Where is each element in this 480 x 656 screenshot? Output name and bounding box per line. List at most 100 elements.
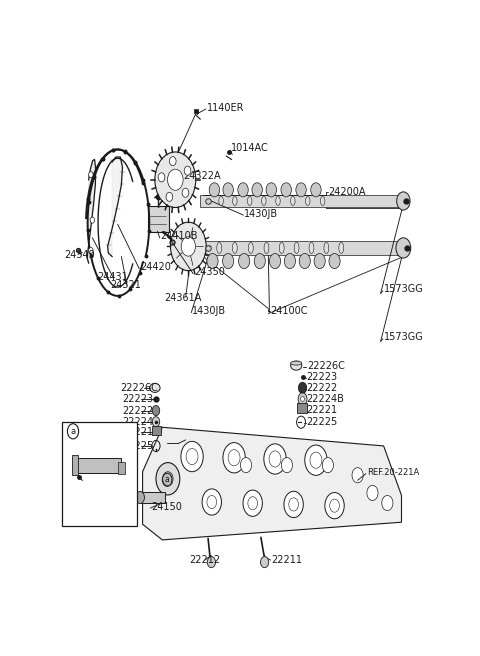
Ellipse shape — [223, 183, 233, 197]
Text: 22224B: 22224B — [306, 394, 344, 404]
Circle shape — [89, 172, 93, 178]
Ellipse shape — [294, 242, 299, 253]
Text: a: a — [71, 427, 75, 436]
Circle shape — [181, 441, 203, 472]
Circle shape — [184, 166, 191, 175]
Circle shape — [202, 489, 221, 515]
Ellipse shape — [329, 253, 340, 269]
Circle shape — [169, 157, 176, 166]
Ellipse shape — [232, 242, 237, 253]
Text: 24321: 24321 — [110, 280, 141, 291]
Text: 24361A: 24361A — [164, 293, 202, 304]
Circle shape — [182, 188, 189, 197]
Ellipse shape — [249, 242, 253, 253]
Ellipse shape — [321, 196, 325, 205]
Circle shape — [240, 458, 252, 473]
Ellipse shape — [264, 242, 269, 253]
Text: 22222: 22222 — [122, 405, 154, 416]
Text: 24349: 24349 — [64, 249, 95, 260]
Text: REF.20-221A: REF.20-221A — [367, 468, 419, 477]
Circle shape — [181, 237, 195, 256]
Circle shape — [325, 493, 344, 519]
Bar — [152, 426, 161, 436]
Ellipse shape — [252, 183, 263, 197]
Circle shape — [281, 458, 292, 473]
Text: 22221: 22221 — [306, 405, 337, 415]
Ellipse shape — [269, 253, 281, 269]
Circle shape — [284, 491, 303, 518]
Ellipse shape — [254, 253, 265, 269]
Text: 24350: 24350 — [194, 267, 225, 277]
Circle shape — [155, 152, 196, 207]
Text: 22221: 22221 — [122, 427, 154, 438]
Ellipse shape — [207, 253, 218, 269]
Ellipse shape — [233, 196, 237, 205]
Ellipse shape — [305, 196, 310, 205]
Ellipse shape — [324, 242, 329, 253]
Bar — [297, 403, 307, 413]
FancyBboxPatch shape — [62, 422, 137, 525]
Ellipse shape — [311, 183, 321, 197]
Circle shape — [163, 472, 173, 486]
Circle shape — [322, 458, 334, 473]
Text: 1140EJ: 1140EJ — [78, 497, 111, 507]
Text: 22222: 22222 — [306, 383, 337, 393]
Circle shape — [243, 490, 263, 516]
Ellipse shape — [239, 253, 250, 269]
Circle shape — [156, 462, 180, 495]
Circle shape — [89, 247, 93, 253]
Ellipse shape — [238, 183, 248, 197]
Circle shape — [166, 192, 173, 201]
Ellipse shape — [314, 253, 325, 269]
Text: a: a — [165, 476, 169, 484]
Ellipse shape — [291, 361, 302, 370]
Circle shape — [135, 491, 144, 504]
Text: 24431: 24431 — [97, 272, 128, 281]
Ellipse shape — [309, 242, 314, 253]
Ellipse shape — [276, 196, 280, 205]
Text: 22226C: 22226C — [307, 361, 345, 371]
Text: 24150: 24150 — [151, 502, 182, 512]
Text: 24420: 24420 — [140, 262, 171, 272]
Text: 1140ER: 1140ER — [207, 103, 244, 113]
Polygon shape — [87, 159, 96, 263]
Bar — [118, 462, 125, 474]
Circle shape — [170, 222, 206, 271]
Circle shape — [298, 393, 307, 405]
Text: 24200A: 24200A — [328, 188, 365, 197]
Circle shape — [305, 445, 327, 476]
Ellipse shape — [217, 242, 222, 253]
Ellipse shape — [262, 196, 266, 205]
Text: 1430JB: 1430JB — [192, 306, 226, 316]
Bar — [200, 241, 400, 255]
Ellipse shape — [223, 253, 234, 269]
Text: 1014AC: 1014AC — [231, 144, 269, 154]
Text: 1573GG: 1573GG — [384, 284, 423, 295]
Circle shape — [396, 238, 411, 258]
Polygon shape — [108, 157, 122, 256]
Text: 22223: 22223 — [306, 372, 337, 382]
Ellipse shape — [219, 196, 223, 205]
Text: 24100C: 24100C — [270, 306, 308, 316]
Circle shape — [90, 217, 95, 223]
Ellipse shape — [266, 183, 276, 197]
Ellipse shape — [248, 196, 252, 205]
Ellipse shape — [279, 242, 284, 253]
Bar — [72, 455, 78, 475]
Circle shape — [152, 405, 160, 416]
Ellipse shape — [281, 183, 291, 197]
Bar — [200, 195, 400, 207]
Text: 22224: 22224 — [122, 417, 154, 426]
Circle shape — [299, 382, 307, 394]
Polygon shape — [143, 427, 401, 540]
Circle shape — [367, 485, 378, 501]
Ellipse shape — [299, 253, 311, 269]
Bar — [74, 458, 120, 473]
Ellipse shape — [209, 183, 219, 197]
Text: 24322A: 24322A — [183, 171, 220, 180]
Text: 22226C: 22226C — [120, 383, 158, 393]
Circle shape — [223, 443, 245, 473]
Ellipse shape — [291, 361, 302, 365]
Circle shape — [264, 444, 286, 474]
FancyBboxPatch shape — [148, 206, 168, 232]
